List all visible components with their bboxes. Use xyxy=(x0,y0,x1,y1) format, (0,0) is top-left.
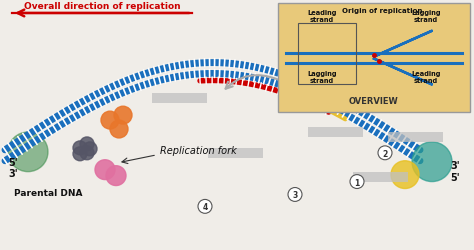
Text: Lagging
strand: Lagging strand xyxy=(307,71,337,84)
Circle shape xyxy=(288,188,302,202)
Circle shape xyxy=(101,112,119,130)
Circle shape xyxy=(73,147,87,161)
Circle shape xyxy=(73,141,87,155)
Bar xyxy=(308,128,363,138)
Text: 5': 5' xyxy=(450,172,460,182)
Circle shape xyxy=(95,160,115,180)
Text: 3': 3' xyxy=(450,160,460,170)
Text: Parental DNA: Parental DNA xyxy=(14,189,82,198)
Bar xyxy=(298,24,356,85)
Bar xyxy=(278,4,470,113)
Text: Replication fork: Replication fork xyxy=(160,145,237,155)
Text: 2: 2 xyxy=(383,149,388,158)
Text: Origin of replication: Origin of replication xyxy=(342,8,422,14)
Text: Leading
strand: Leading strand xyxy=(411,71,441,84)
Text: Overall direction of replication: Overall direction of replication xyxy=(24,2,180,11)
Circle shape xyxy=(412,142,452,182)
Text: Leading
strand: Leading strand xyxy=(307,10,337,23)
Text: Lagging
strand: Lagging strand xyxy=(411,10,441,23)
Circle shape xyxy=(106,166,126,186)
Bar xyxy=(353,172,408,182)
Circle shape xyxy=(378,146,392,160)
Circle shape xyxy=(8,132,48,172)
Circle shape xyxy=(391,161,419,189)
Text: 1: 1 xyxy=(355,178,360,187)
Circle shape xyxy=(114,107,132,124)
Circle shape xyxy=(198,200,212,213)
Text: 4: 4 xyxy=(202,202,208,211)
Bar xyxy=(388,132,443,142)
Circle shape xyxy=(80,138,94,151)
Circle shape xyxy=(83,142,97,156)
Text: OVERVIEW: OVERVIEW xyxy=(349,97,399,106)
Circle shape xyxy=(350,175,364,189)
Bar xyxy=(152,94,207,104)
Bar xyxy=(208,148,263,158)
Circle shape xyxy=(80,146,94,160)
FancyArrowPatch shape xyxy=(226,76,277,89)
Text: 3: 3 xyxy=(292,191,298,200)
Circle shape xyxy=(110,120,128,138)
Text: 5': 5' xyxy=(8,157,18,167)
Text: 3': 3' xyxy=(8,168,18,178)
